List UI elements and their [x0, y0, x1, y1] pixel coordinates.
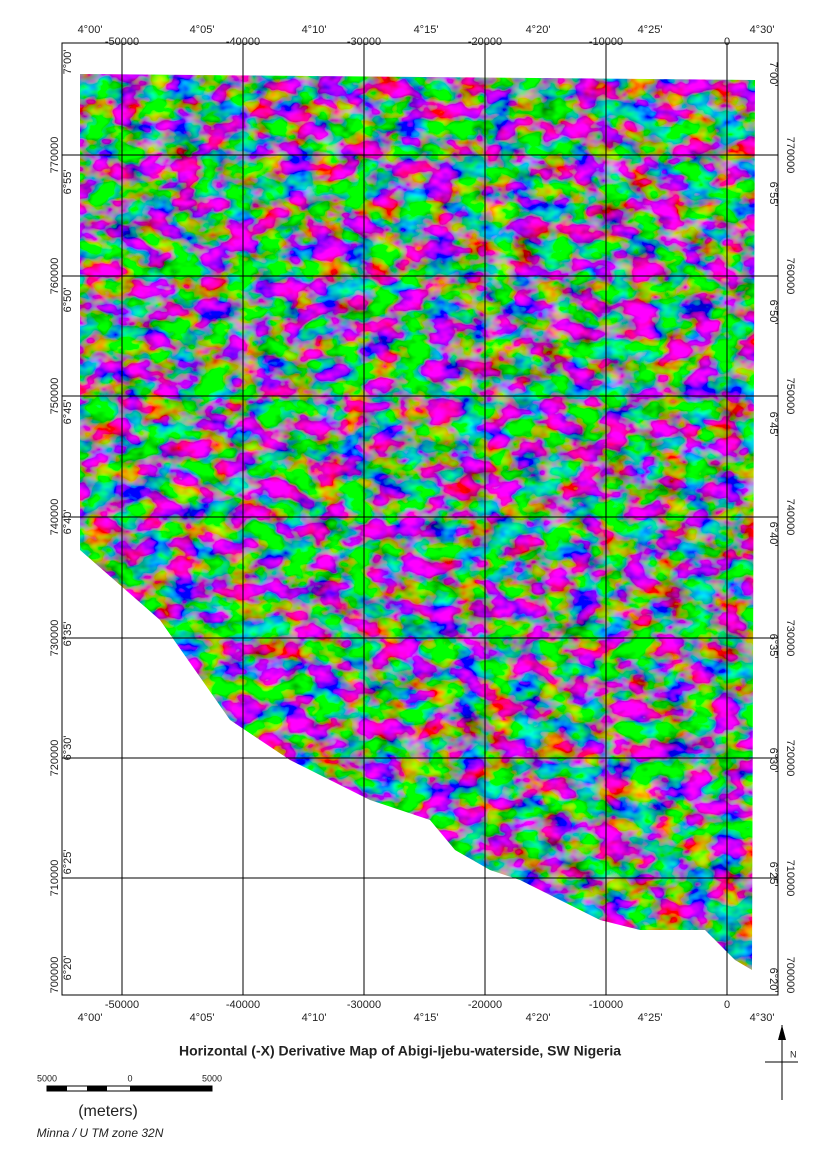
latitude-label: 6°45' — [767, 412, 779, 437]
longitude-label: 4°15' — [414, 24, 439, 36]
northing-label: 750000 — [784, 378, 796, 415]
northing-label: 770000 — [784, 137, 796, 174]
latitude-label: 6°40' — [62, 510, 74, 535]
latitude-label: 7°00' — [62, 50, 74, 75]
scale-label: 0 — [127, 1073, 132, 1083]
northing-label: 740000 — [49, 499, 61, 536]
latitude-label: 6°55' — [767, 182, 779, 207]
easting-label: -50000 — [105, 999, 139, 1011]
longitude-label: 4°20' — [526, 1012, 551, 1024]
northing-label: 710000 — [784, 860, 796, 897]
latitude-label: 6°25' — [767, 862, 779, 887]
easting-label: -50000 — [105, 36, 139, 48]
longitude-label: 4°10' — [302, 1012, 327, 1024]
easting-label: -30000 — [347, 36, 381, 48]
longitude-label: 4°25' — [638, 24, 663, 36]
north-arrow — [765, 1025, 798, 1100]
longitude-label: 4°15' — [414, 1012, 439, 1024]
longitude-label: 4°10' — [302, 24, 327, 36]
latitude-label: 6°35' — [62, 622, 74, 647]
latitude-label: 6°30' — [62, 736, 74, 761]
scale-label: 5000 — [202, 1073, 222, 1083]
latitude-label: 6°40' — [767, 522, 779, 547]
longitude-label: 4°05' — [190, 24, 215, 36]
northing-label: 750000 — [49, 378, 61, 415]
latitude-label: 6°35' — [767, 634, 779, 659]
easting-label: -40000 — [226, 999, 260, 1011]
longitude-label: 4°30' — [750, 24, 775, 36]
northing-label: 730000 — [49, 620, 61, 657]
easting-label: -40000 — [226, 36, 260, 48]
easting-label: 0 — [724, 36, 730, 48]
northing-label: 720000 — [784, 740, 796, 777]
longitude-label: 4°05' — [190, 1012, 215, 1024]
northing-label: 720000 — [49, 740, 61, 777]
easting-label: 0 — [724, 999, 730, 1011]
longitude-label: 4°30' — [750, 1012, 775, 1024]
easting-label: -20000 — [468, 36, 502, 48]
northing-label: 700000 — [784, 957, 796, 994]
northing-label: 770000 — [49, 137, 61, 174]
longitude-label: 4°25' — [638, 1012, 663, 1024]
easting-label: -30000 — [347, 999, 381, 1011]
projection: Minna / U TM zone 32N — [37, 1126, 164, 1140]
northing-label: 740000 — [784, 499, 796, 536]
easting-label: -10000 — [589, 999, 623, 1011]
latitude-label: 6°55' — [62, 170, 74, 195]
northing-label: 730000 — [784, 620, 796, 657]
scale-unit: (meters) — [78, 1103, 138, 1120]
north-label: N — [790, 1049, 797, 1059]
derivative-raster — [80, 74, 755, 970]
latitude-label: 6°50' — [62, 288, 74, 313]
latitude-label: 6°20' — [767, 968, 779, 993]
easting-label: -10000 — [589, 36, 623, 48]
scale-label: 5000 — [37, 1073, 57, 1083]
northing-label: 760000 — [49, 258, 61, 295]
latitude-label: 6°50' — [767, 300, 779, 325]
northing-label: 700000 — [49, 957, 61, 994]
latitude-label: 7°00' — [767, 62, 779, 87]
northing-label: 710000 — [49, 860, 61, 897]
latitude-label: 6°30' — [767, 748, 779, 773]
longitude-label: 4°00' — [78, 24, 103, 36]
latitude-label: 6°45' — [62, 400, 74, 425]
longitude-label: 4°20' — [526, 24, 551, 36]
longitude-label: 4°00' — [78, 1012, 103, 1024]
northing-label: 760000 — [784, 258, 796, 295]
latitude-label: 6°20' — [62, 956, 74, 981]
map-title: Horizontal (-X) Derivative Map of Abigi-… — [179, 1043, 621, 1059]
easting-label: -20000 — [468, 999, 502, 1011]
scale-bar — [46, 1085, 213, 1092]
map-frame — [61, 42, 779, 996]
latitude-label: 6°25' — [62, 850, 74, 875]
